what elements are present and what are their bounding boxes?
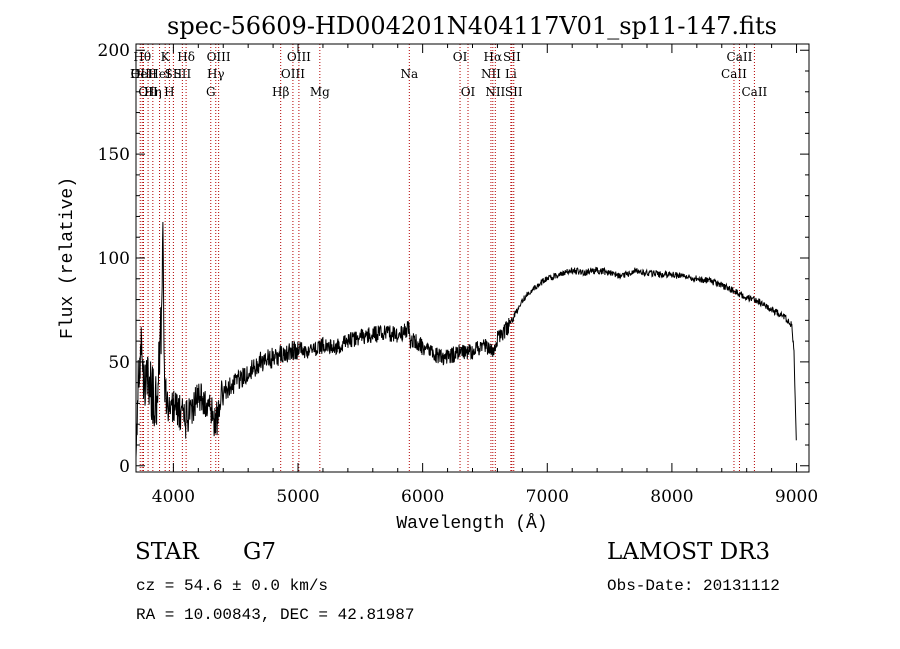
line-marker-label: G <box>206 85 216 99</box>
line-marker-label: SII <box>503 50 521 64</box>
line-marker-label: Hβ <box>272 85 289 99</box>
line-marker-label: Na <box>400 67 418 81</box>
line-marker-label: Mg <box>310 85 330 99</box>
line-marker-label: Hα <box>484 50 503 64</box>
y-axis-label: Flux (relative) <box>58 177 78 339</box>
line-marker-label: OIII <box>287 50 311 64</box>
line-marker-label: HeII <box>130 67 157 81</box>
line-markers: HθOIIHeIIOIIHηHeIKHSIIHδSIIGHγOIIIHβOIII… <box>130 44 768 472</box>
x-tick-label: 4000 <box>152 487 195 507</box>
obs-date: Obs-Date: 20131112 <box>607 577 780 595</box>
redshift-text: cz = 54.6 ± 0.0 km/s <box>136 577 328 595</box>
x-tick-label: 6000 <box>401 487 444 507</box>
line-marker-label: SII <box>505 85 523 99</box>
line-marker-label: CaII <box>741 85 767 99</box>
axes: 4000 5000 6000 7000 8000 9000 0 50 100 150 200 <box>98 41 819 507</box>
spectrum-line <box>135 221 797 458</box>
x-tick-label: 5000 <box>276 487 319 507</box>
line-marker-label: CaII <box>727 50 753 64</box>
line-marker-label: SII <box>165 67 183 81</box>
line-marker-label: SII <box>174 67 192 81</box>
y-tick-label: 0 <box>119 457 130 477</box>
y-tick-label: 100 <box>98 249 130 269</box>
coordinates: RA = 10.00843, DEC = 42.81987 <box>136 606 414 624</box>
object-type: STAR <box>135 539 199 565</box>
y-tick-label: 150 <box>98 145 130 165</box>
line-marker-label: Hδ <box>177 50 195 64</box>
line-marker-label: K <box>161 50 171 64</box>
y-tick-label: 200 <box>98 41 130 61</box>
line-marker-label: OI <box>453 50 468 64</box>
line-marker-label: OII <box>131 67 151 81</box>
plot-frame <box>135 43 810 473</box>
x-tick-label: 7000 <box>526 487 569 507</box>
line-marker-label: OI <box>461 85 476 99</box>
line-marker-label: NII <box>485 85 505 99</box>
y-tick-label: 50 <box>108 353 130 373</box>
line-marker-label: H <box>164 85 174 99</box>
line-marker-label: Hγ <box>207 67 225 81</box>
x-tick-label: 9000 <box>775 487 818 507</box>
line-marker-label: Hη <box>144 85 162 99</box>
line-marker-label: Hθ <box>133 50 151 64</box>
subclass: G7 <box>243 539 276 565</box>
survey-label: LAMOST DR3 <box>607 539 770 565</box>
x-axis-label: Wavelength (Å) <box>396 513 547 534</box>
line-marker-label: CaII <box>721 67 747 81</box>
line-marker-label: NII <box>481 67 501 81</box>
line-marker-label: OIII <box>281 67 305 81</box>
line-marker-label: Li <box>505 67 517 81</box>
x-tick-label: 8000 <box>650 487 693 507</box>
line-marker-label: OIII <box>207 50 231 64</box>
chart-title: spec-56609-HD004201N404117V01_sp11-147.f… <box>167 12 777 40</box>
